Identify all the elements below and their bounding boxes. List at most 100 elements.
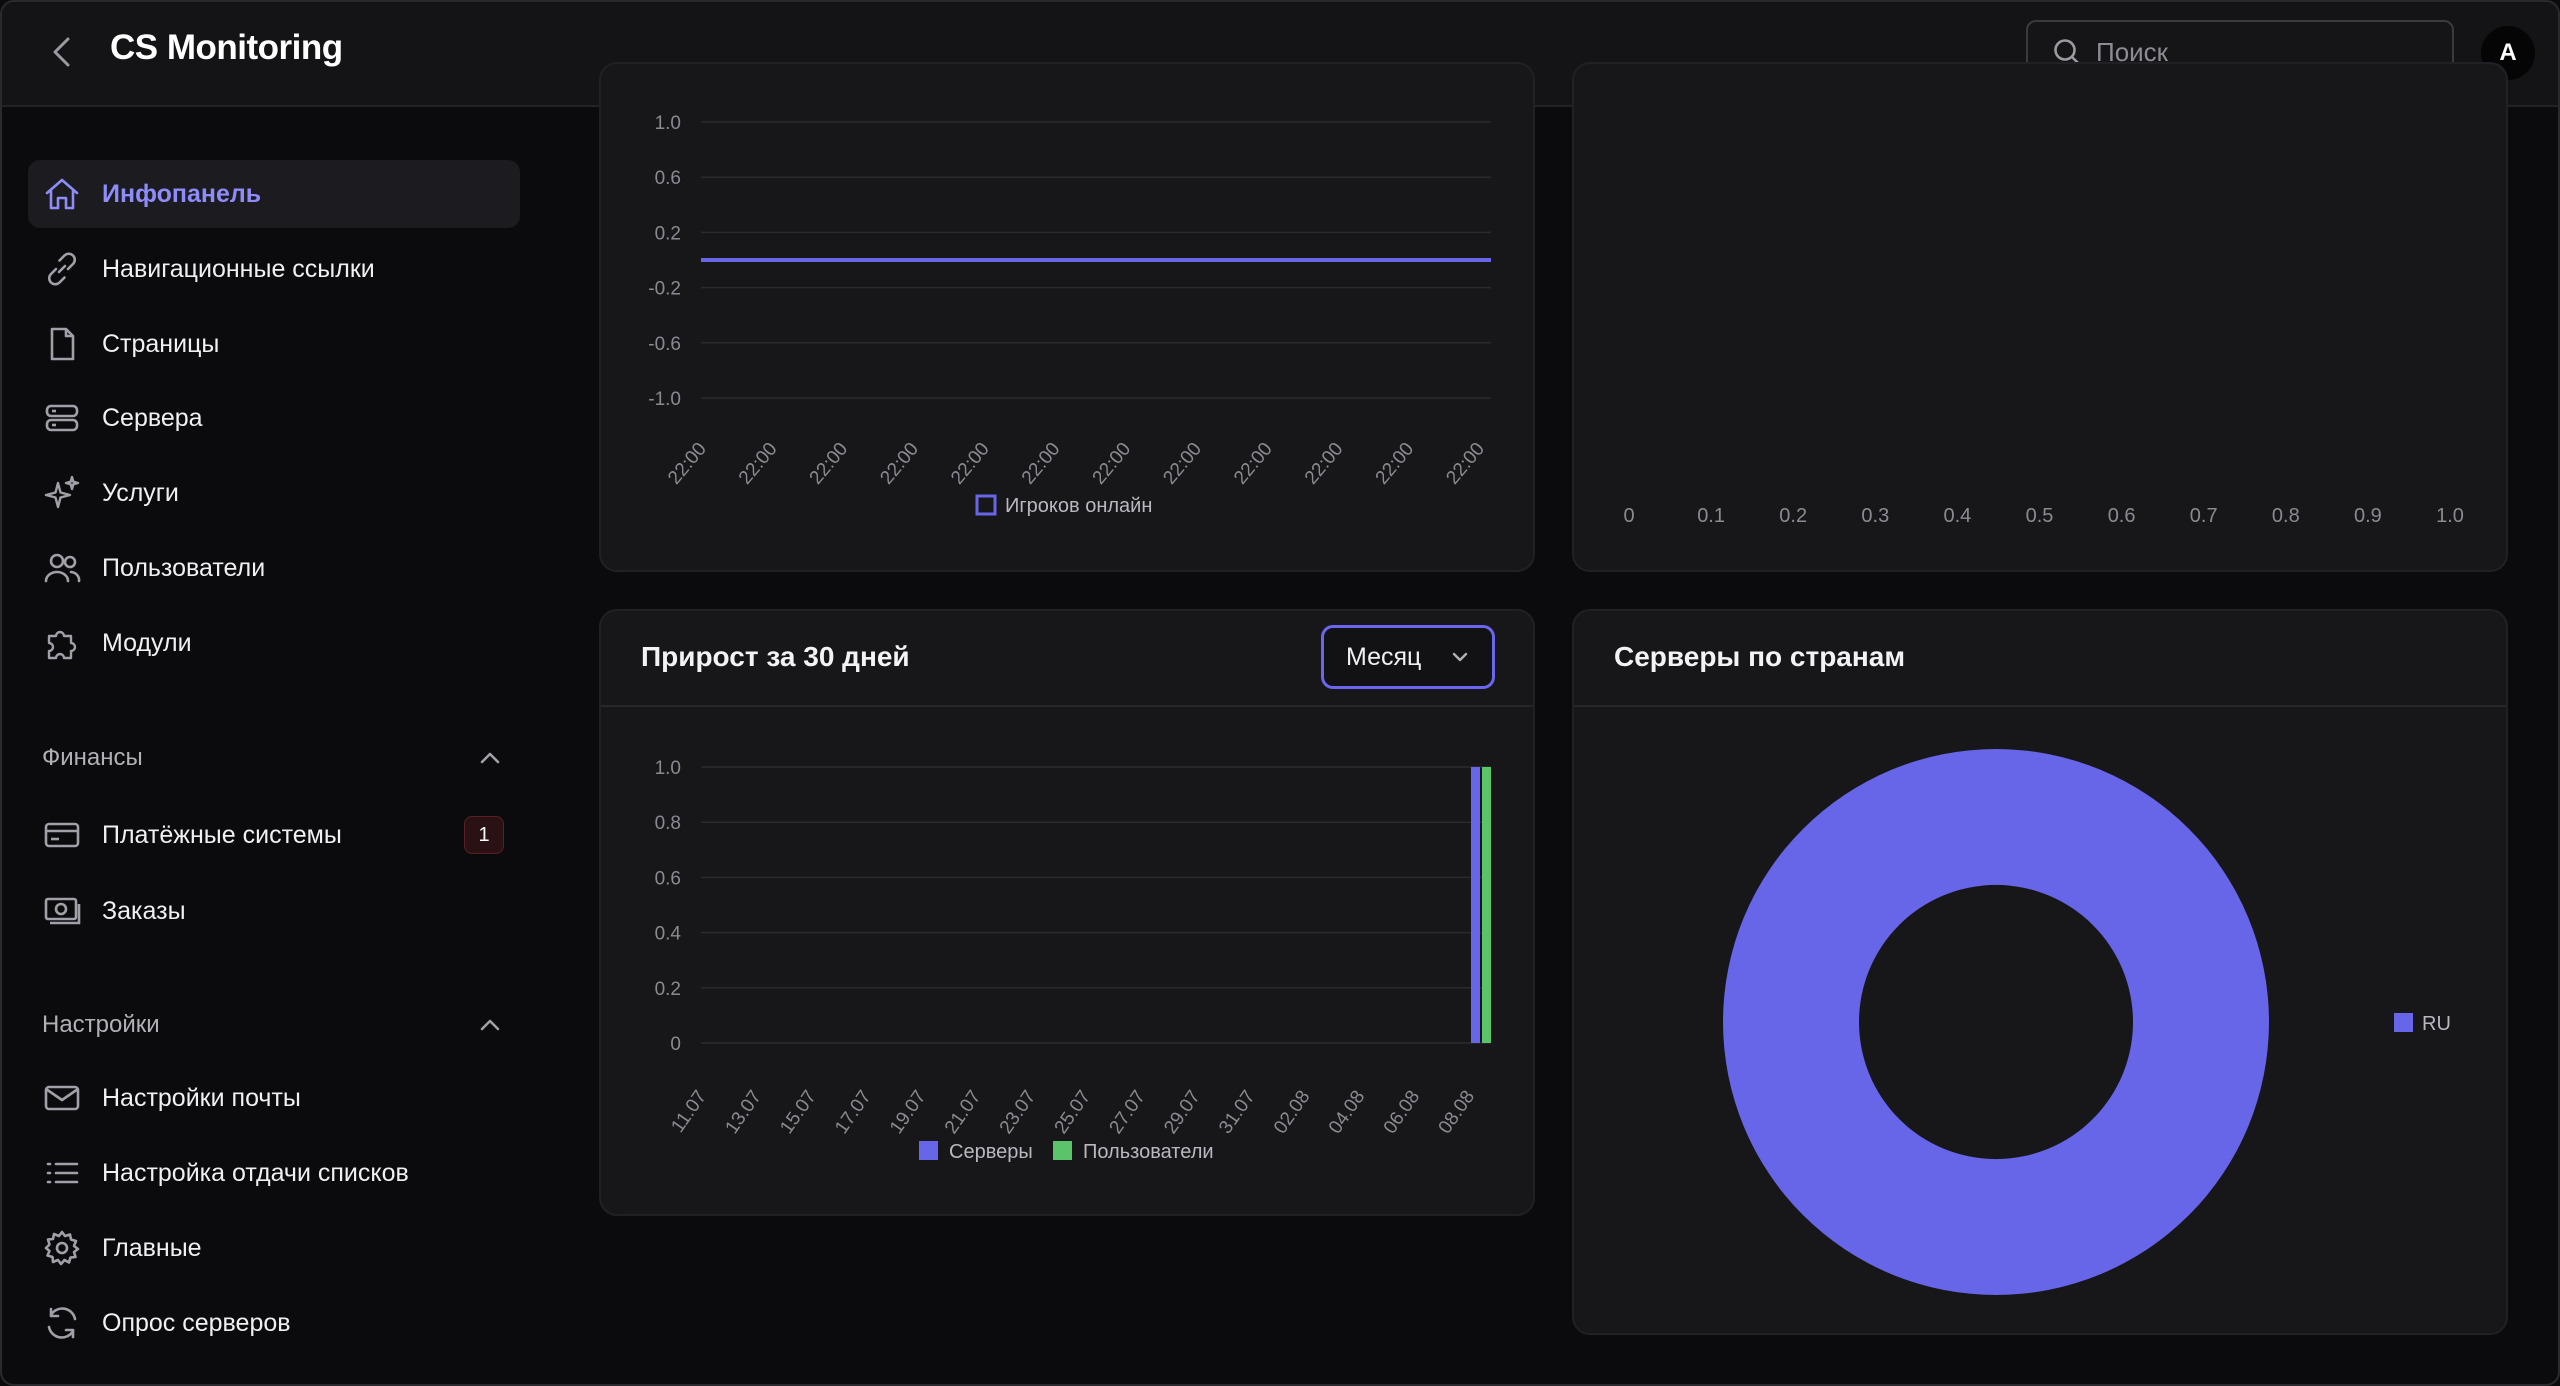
- x-tick-label: 0.8: [2272, 505, 2300, 527]
- x-tick-label: 04.08: [1325, 1087, 1369, 1138]
- sidebar-item-label: Опрос серверов: [102, 1308, 291, 1337]
- link-icon: [40, 247, 84, 291]
- sidebar-item-dashboard[interactable]: Инфопанель: [28, 160, 520, 228]
- x-tick-label: 22:00: [735, 439, 782, 489]
- growth-chart: 1.0 0.8 0.6 0.4 0.2 0 11.07 13.07 15.07 17.07 19.0…: [655, 758, 1491, 1163]
- chevron-up-icon: [480, 752, 500, 764]
- legend-label: Игроков онлайн: [1005, 495, 1152, 517]
- y-tick-label: 0: [670, 1034, 681, 1055]
- players-online-card: 1.0 0.6 0.2 -0.2 -0.6 -1.0 22:00 22:00 22:00 22:0…: [599, 62, 1535, 572]
- legend-label: RU: [2422, 1013, 2451, 1035]
- cash-icon: [40, 889, 84, 933]
- x-tick-label: 0.2: [1779, 505, 1807, 527]
- sparkles-icon: [40, 471, 84, 515]
- x-tick-label: 22:00: [1372, 439, 1419, 489]
- sidebar: Инфопанель Навигационные ссылки Страницы…: [2, 109, 542, 1384]
- sidebar-item-orders[interactable]: Заказы: [28, 877, 520, 945]
- empty-chart: 0 0.1 0.2 0.3 0.4 0.5 0.6 0.7 0.8 0.9 1.0: [1623, 505, 2464, 527]
- y-tick-label: 0.6: [655, 168, 681, 189]
- x-tick-label: 25.07: [1051, 1087, 1095, 1138]
- puzzle-icon: [40, 621, 84, 665]
- sidebar-item-server-polling[interactable]: Опрос серверов: [28, 1289, 520, 1357]
- legend-swatch: [919, 1141, 938, 1160]
- x-tick-label: 22:00: [1089, 439, 1136, 489]
- y-tick-label: 0.2: [655, 979, 681, 1000]
- countries-chart: RU: [1723, 749, 2451, 1295]
- file-icon: [40, 322, 84, 366]
- legend-swatch: [975, 494, 997, 516]
- y-tick-label: 0.6: [655, 868, 681, 889]
- x-tick-label: 1.0: [2436, 505, 2464, 527]
- x-tick-label: 0.7: [2190, 505, 2218, 527]
- legend-swatch: [1053, 1141, 1072, 1160]
- x-tick-label: 22:00: [1159, 439, 1206, 489]
- x-tick-label: 17.07: [831, 1087, 875, 1138]
- credit-card-icon: [40, 813, 84, 857]
- x-tick-label: 23.07: [996, 1087, 1040, 1138]
- y-tick-label: 1.0: [655, 758, 681, 779]
- section-finance-toggle[interactable]: Финансы: [42, 738, 502, 778]
- sidebar-item-nav-links[interactable]: Навигационные ссылки: [28, 235, 520, 303]
- x-tick-label: 22:00: [806, 439, 853, 489]
- bar: [1471, 767, 1480, 1043]
- section-finance-label: Финансы: [42, 744, 143, 771]
- chevron-down-icon: [1452, 652, 1468, 662]
- app-title: CS Monitoring: [110, 28, 343, 67]
- x-tick-label: 0.9: [2354, 505, 2382, 527]
- sidebar-item-pages[interactable]: Страницы: [28, 310, 520, 378]
- countries-card: Серверы по странам RU: [1572, 609, 2508, 1335]
- list-icon: [40, 1151, 84, 1195]
- sidebar-item-servers[interactable]: Сервера: [28, 384, 520, 452]
- card-divider: [601, 705, 1533, 707]
- sidebar-item-label: Услуги: [102, 478, 179, 507]
- x-tick-label: 22:00: [664, 439, 711, 489]
- sidebar-item-label: Настройка отдачи списков: [102, 1158, 409, 1187]
- pie-slice: [1723, 749, 2269, 1295]
- sidebar-item-label: Навигационные ссылки: [102, 254, 375, 283]
- sidebar-item-payment-systems[interactable]: Платёжные системы 1: [28, 801, 520, 869]
- home-icon: [40, 172, 84, 216]
- legend-label: Пользователи: [1083, 1141, 1214, 1163]
- section-settings-toggle[interactable]: Настройки: [42, 1005, 502, 1045]
- x-tick-label: 0.3: [1861, 505, 1889, 527]
- x-tick-label: 21.07: [941, 1087, 985, 1138]
- period-select-value: Месяц: [1346, 642, 1422, 671]
- sidebar-item-list-output[interactable]: Настройка отдачи списков: [28, 1139, 520, 1207]
- x-tick-label: 0: [1623, 505, 1634, 527]
- notification-badge: 1: [464, 816, 504, 854]
- chevron-up-icon: [480, 1019, 500, 1031]
- x-tick-label: 0.4: [1943, 505, 1971, 527]
- period-select[interactable]: Месяц: [1321, 625, 1495, 689]
- refresh-icon: [40, 1301, 84, 1345]
- y-tick-label: 1.0: [655, 113, 681, 134]
- x-tick-label: 19.07: [886, 1087, 930, 1138]
- sidebar-item-label: Платёжные системы: [102, 820, 342, 849]
- y-tick-label: -0.6: [648, 334, 681, 355]
- sidebar-item-users[interactable]: Пользователи: [28, 534, 520, 602]
- gear-icon: [40, 1226, 84, 1270]
- x-tick-label: 11.07: [667, 1087, 711, 1137]
- sidebar-item-label: Главные: [102, 1233, 202, 1262]
- sidebar-item-general[interactable]: Главные: [28, 1214, 520, 1282]
- sidebar-item-mail-settings[interactable]: Настройки почты: [28, 1064, 520, 1132]
- server-icon: [40, 396, 84, 440]
- sidebar-item-label: Настройки почты: [102, 1083, 301, 1112]
- sidebar-item-label: Модули: [102, 628, 192, 657]
- card-divider: [1574, 705, 2506, 707]
- x-tick-label: 15.07: [776, 1087, 820, 1138]
- sidebar-item-label: Страницы: [102, 329, 220, 358]
- sidebar-item-services[interactable]: Услуги: [28, 459, 520, 527]
- x-tick-label: 27.07: [1105, 1087, 1149, 1138]
- x-tick-label: 0.1: [1697, 505, 1725, 527]
- x-tick-label: 08.08: [1435, 1087, 1479, 1138]
- bar: [1482, 767, 1491, 1043]
- back-button[interactable]: [40, 30, 84, 74]
- growth-card: Прирост за 30 дней Месяц 1.0 0.8 0.6 0.4 0.2…: [599, 609, 1535, 1216]
- sidebar-item-label: Инфопанель: [102, 179, 262, 208]
- sidebar-item-modules[interactable]: Модули: [28, 609, 520, 677]
- countries-card-title: Серверы по странам: [1614, 641, 1906, 672]
- sidebar-item-label: Заказы: [102, 896, 186, 925]
- x-tick-label: 22:00: [947, 439, 994, 489]
- x-tick-label: 31.07: [1215, 1087, 1259, 1138]
